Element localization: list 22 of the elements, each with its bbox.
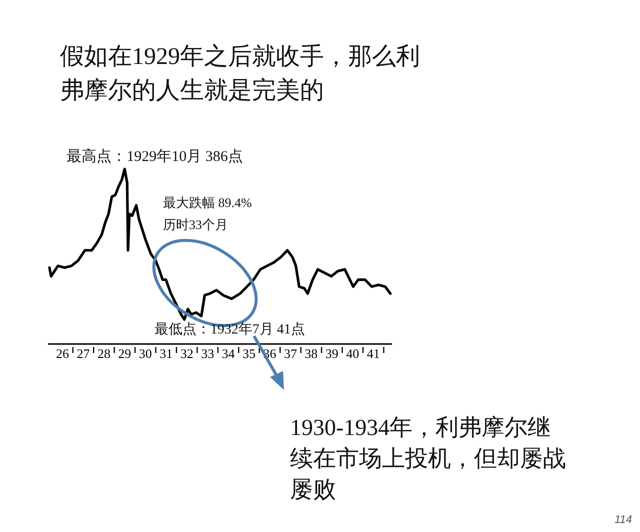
x-tick-label: 31 [160,346,173,361]
text: 1930-1934年，利弗摩尔继续在市场上投机，但却屡战屡败 [290,414,567,504]
annotation: 历时33个月 [163,217,228,232]
x-tick-label: 38 [304,346,318,361]
x-tick-label: 33 [201,346,214,361]
x-tick-label: 28 [97,346,110,361]
x-tick-label: 41 [366,346,380,361]
x-tick-label: 40 [346,346,360,361]
x-tick-label: 39 [325,346,338,361]
x-tick-label: 26 [56,346,70,361]
x-tick-label: 37 [284,346,298,361]
x-tick-label: 30 [138,346,152,361]
x-tick-label: 27 [76,346,90,361]
x-tick-label: 35 [242,346,256,361]
annotation: 最大跌幅 89.4% [163,195,252,210]
x-tick-label: 34 [222,346,236,361]
annotation: 最低点：1932年7月 41点 [154,322,305,338]
x-tick-label: 32 [180,346,194,361]
annotation: 最高点：1929年10月 386点 [66,148,243,165]
x-tick-label: 29 [118,346,132,361]
text: 114 [614,514,632,526]
chart-title: 假如在1929年之后就收手，那么利弗摩尔的人生就是完美的 [60,42,421,106]
